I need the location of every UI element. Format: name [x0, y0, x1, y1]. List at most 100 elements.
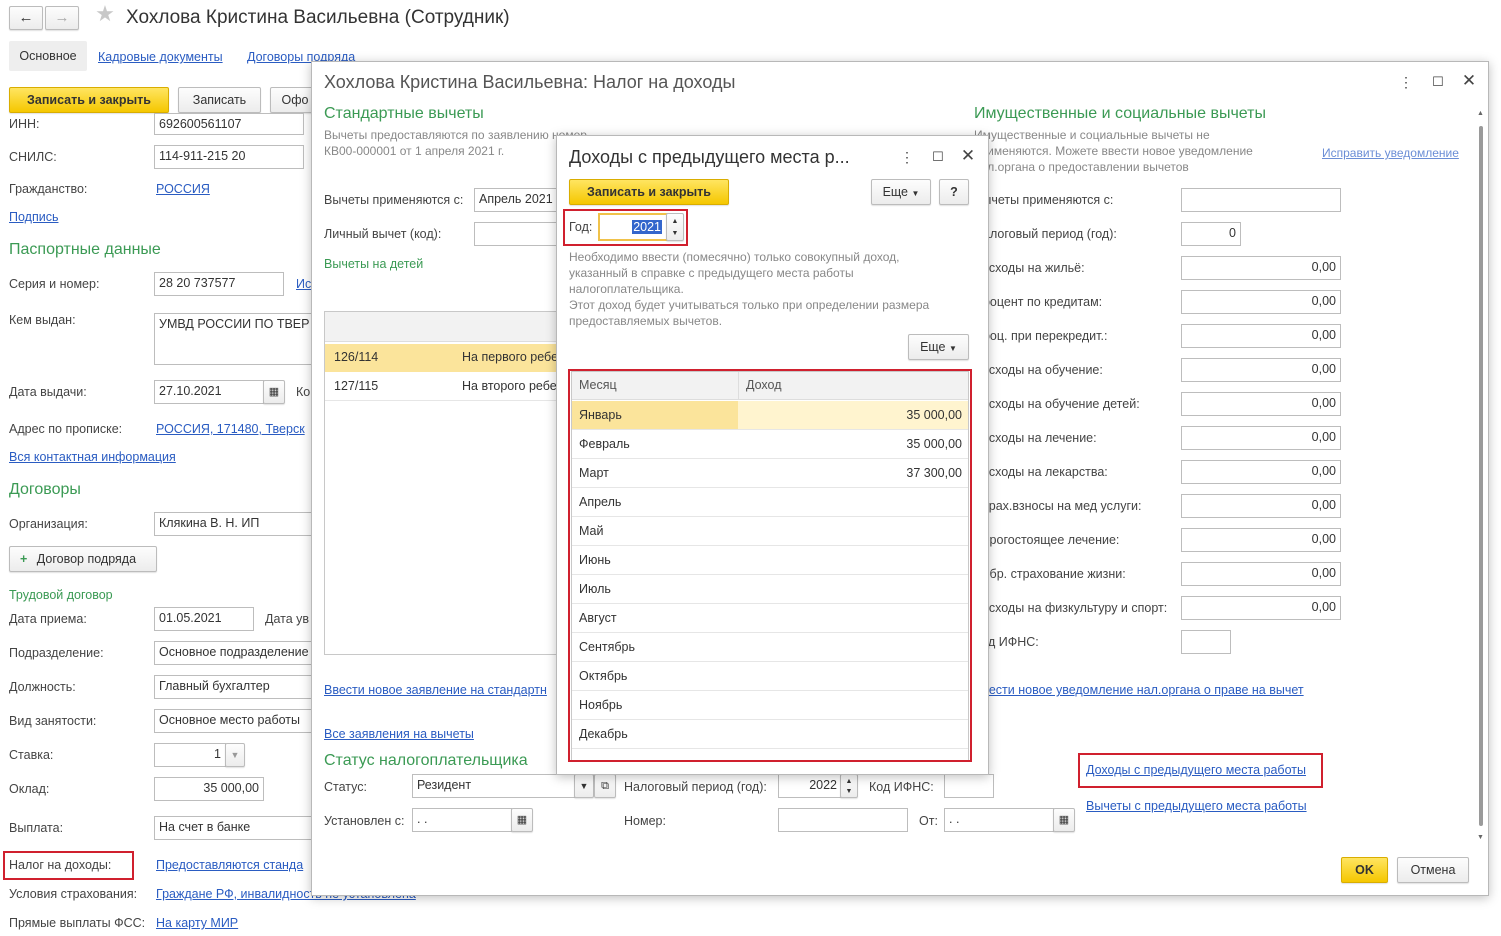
- close-icon[interactable]: ✕: [960, 146, 976, 165]
- property-row-field[interactable]: 0,00: [1181, 290, 1341, 314]
- property-row-field[interactable]: 0,00: [1181, 494, 1341, 518]
- citizenship-link[interactable]: РОССИЯ: [156, 182, 210, 196]
- property-row-field[interactable]: 0,00: [1181, 256, 1341, 280]
- table-row[interactable]: Январь 35 000,00: [572, 401, 968, 430]
- ok-button[interactable]: OK: [1341, 857, 1388, 883]
- all-applications-link[interactable]: Все заявления на вычеты: [324, 727, 474, 741]
- table-row[interactable]: Апрель: [572, 488, 968, 517]
- back-button[interactable]: ←: [9, 6, 43, 30]
- add-contract-button[interactable]: + Договор подряда: [9, 546, 157, 572]
- property-row-field[interactable]: [1181, 630, 1231, 654]
- property-row-field[interactable]: 0,00: [1181, 460, 1341, 484]
- table-row[interactable]: Июль: [572, 575, 968, 604]
- property-row-field[interactable]: 0,00: [1181, 426, 1341, 450]
- passport-history-link[interactable]: Ис: [296, 277, 312, 291]
- table-row[interactable]: Май: [572, 517, 968, 546]
- salary-field[interactable]: 35 000,00: [154, 777, 264, 801]
- table-row[interactable]: Март 37 300,00: [572, 459, 968, 488]
- table-row[interactable]: Октябрь: [572, 662, 968, 691]
- table-row[interactable]: Сентябрь: [572, 633, 968, 662]
- passport-section-title: Паспортные данные: [9, 241, 161, 258]
- table-more-button[interactable]: Еще ▼: [908, 334, 969, 360]
- month-cell: Февраль: [579, 437, 630, 451]
- column-header-month[interactable]: Месяц: [579, 378, 617, 392]
- help-button[interactable]: ?: [939, 179, 969, 205]
- maximize-icon[interactable]: ☐: [932, 149, 944, 164]
- save-close-button[interactable]: Записать и закрыть: [9, 87, 169, 113]
- table-row[interactable]: 127/115 На второго ребе: [325, 373, 563, 401]
- tab-hr-documents[interactable]: Кадровые документы: [98, 50, 223, 64]
- table-row[interactable]: Август: [572, 604, 968, 633]
- tab-main[interactable]: Основное: [9, 41, 87, 71]
- property-row-field[interactable]: 0,00: [1181, 392, 1341, 416]
- snils-field[interactable]: 114-911-215 20: [154, 145, 304, 169]
- fix-notice-link[interactable]: Исправить уведомление: [1322, 146, 1459, 160]
- payment-field[interactable]: На счет в банке: [154, 816, 314, 840]
- column-divider: [738, 372, 739, 400]
- star-icon[interactable]: ★: [95, 1, 115, 26]
- position-field[interactable]: Главный бухгалтер: [154, 675, 314, 699]
- close-icon[interactable]: ✕: [1461, 71, 1477, 90]
- department-field[interactable]: Основное подразделение: [154, 641, 314, 665]
- hire-date-field[interactable]: 01.05.2021: [154, 607, 254, 631]
- dialog-save-close-button[interactable]: Записать и закрыть: [569, 179, 729, 205]
- save-button[interactable]: Записать: [178, 87, 261, 113]
- status-field[interactable]: Резидент: [412, 774, 577, 798]
- address-link[interactable]: РОССИЯ, 171480, Тверск: [156, 422, 305, 436]
- new-std-application-link[interactable]: Ввести новое заявление на стандартн: [324, 683, 547, 697]
- children-deductions-link[interactable]: Вычеты на детей: [324, 257, 424, 271]
- income-tax-link[interactable]: Предоставляются станда: [156, 858, 304, 872]
- property-row-field[interactable]: 0,00: [1181, 358, 1341, 382]
- table-row[interactable]: Декабрь: [572, 720, 968, 749]
- passport-series-field[interactable]: 28 20 737577: [154, 272, 284, 296]
- scrollbar[interactable]: ▲ ▼: [1476, 110, 1486, 846]
- property-row-field[interactable]: 0,00: [1181, 596, 1341, 620]
- set-from-field[interactable]: . .: [412, 808, 512, 832]
- tax-period-field[interactable]: 2022: [778, 774, 842, 798]
- number-field[interactable]: [778, 808, 908, 832]
- issue-date-field[interactable]: 27.10.2021: [154, 380, 264, 404]
- more-menu-icon[interactable]: ⋮: [900, 149, 914, 165]
- status-dropdown-icon[interactable]: ▼: [574, 774, 594, 798]
- table-row[interactable]: Февраль 35 000,00: [572, 430, 968, 459]
- issued-by-field[interactable]: УМВД РОССИИ ПО ТВЕР: [154, 313, 314, 365]
- column-header-income[interactable]: Доход: [746, 378, 782, 392]
- calendar-icon[interactable]: ▦: [1053, 808, 1075, 832]
- prev-deductions-link[interactable]: Вычеты с предыдущего места работы: [1086, 799, 1307, 813]
- calendar-icon[interactable]: ▦: [511, 808, 533, 832]
- dialog-more-button[interactable]: Еще ▼: [871, 179, 931, 205]
- table-row[interactable]: 126/114 На первого ребе: [325, 344, 563, 372]
- open-icon[interactable]: ⧉: [594, 774, 616, 798]
- rate-field[interactable]: 1: [154, 743, 226, 767]
- property-row-field[interactable]: 0,00: [1181, 324, 1341, 348]
- more-menu-icon[interactable]: ⋮: [1399, 74, 1413, 90]
- fss-link[interactable]: На карту МИР: [156, 916, 239, 930]
- tax-period-spinner[interactable]: ▲ ▼: [840, 774, 858, 798]
- cancel-button[interactable]: Отмена: [1397, 857, 1469, 883]
- table-row[interactable]: Ноябрь: [572, 691, 968, 720]
- table-row[interactable]: Июнь: [572, 546, 968, 575]
- forward-button[interactable]: →: [45, 6, 79, 30]
- organization-field[interactable]: Клякина В. Н. ИП: [154, 512, 314, 536]
- contacts-link[interactable]: Вся контактная информация: [9, 450, 176, 464]
- property-row-field[interactable]: 0,00: [1181, 562, 1341, 586]
- property-row-field[interactable]: 0,00: [1181, 528, 1341, 552]
- calendar-icon[interactable]: ▦: [263, 380, 285, 404]
- new-notice-link[interactable]: Ввести новое уведомление нал.органа о пр…: [974, 683, 1304, 697]
- inn-field[interactable]: 692600561107: [154, 113, 304, 135]
- year-field[interactable]: 2021: [598, 213, 668, 241]
- from-date-field[interactable]: . .: [944, 808, 1054, 832]
- scroll-down-icon[interactable]: ▼: [1477, 834, 1484, 841]
- tab-contracts[interactable]: Договоры подряда: [247, 50, 356, 64]
- signature-link[interactable]: Подпись: [9, 210, 59, 224]
- prev-income-link[interactable]: Доходы с предыдущего места работы: [1086, 763, 1306, 777]
- scroll-up-icon[interactable]: ▲: [1477, 110, 1484, 117]
- employment-type-field[interactable]: Основное место работы: [154, 709, 314, 733]
- property-row-field[interactable]: 0: [1181, 222, 1241, 246]
- ifns-code-field[interactable]: [944, 774, 994, 798]
- property-row-field[interactable]: [1181, 188, 1341, 212]
- year-spinner[interactable]: ▲ ▼: [666, 213, 684, 241]
- rate-dropdown-icon[interactable]: ▼: [225, 743, 245, 767]
- scroll-thumb[interactable]: [1479, 126, 1483, 826]
- maximize-icon[interactable]: ☐: [1432, 74, 1444, 89]
